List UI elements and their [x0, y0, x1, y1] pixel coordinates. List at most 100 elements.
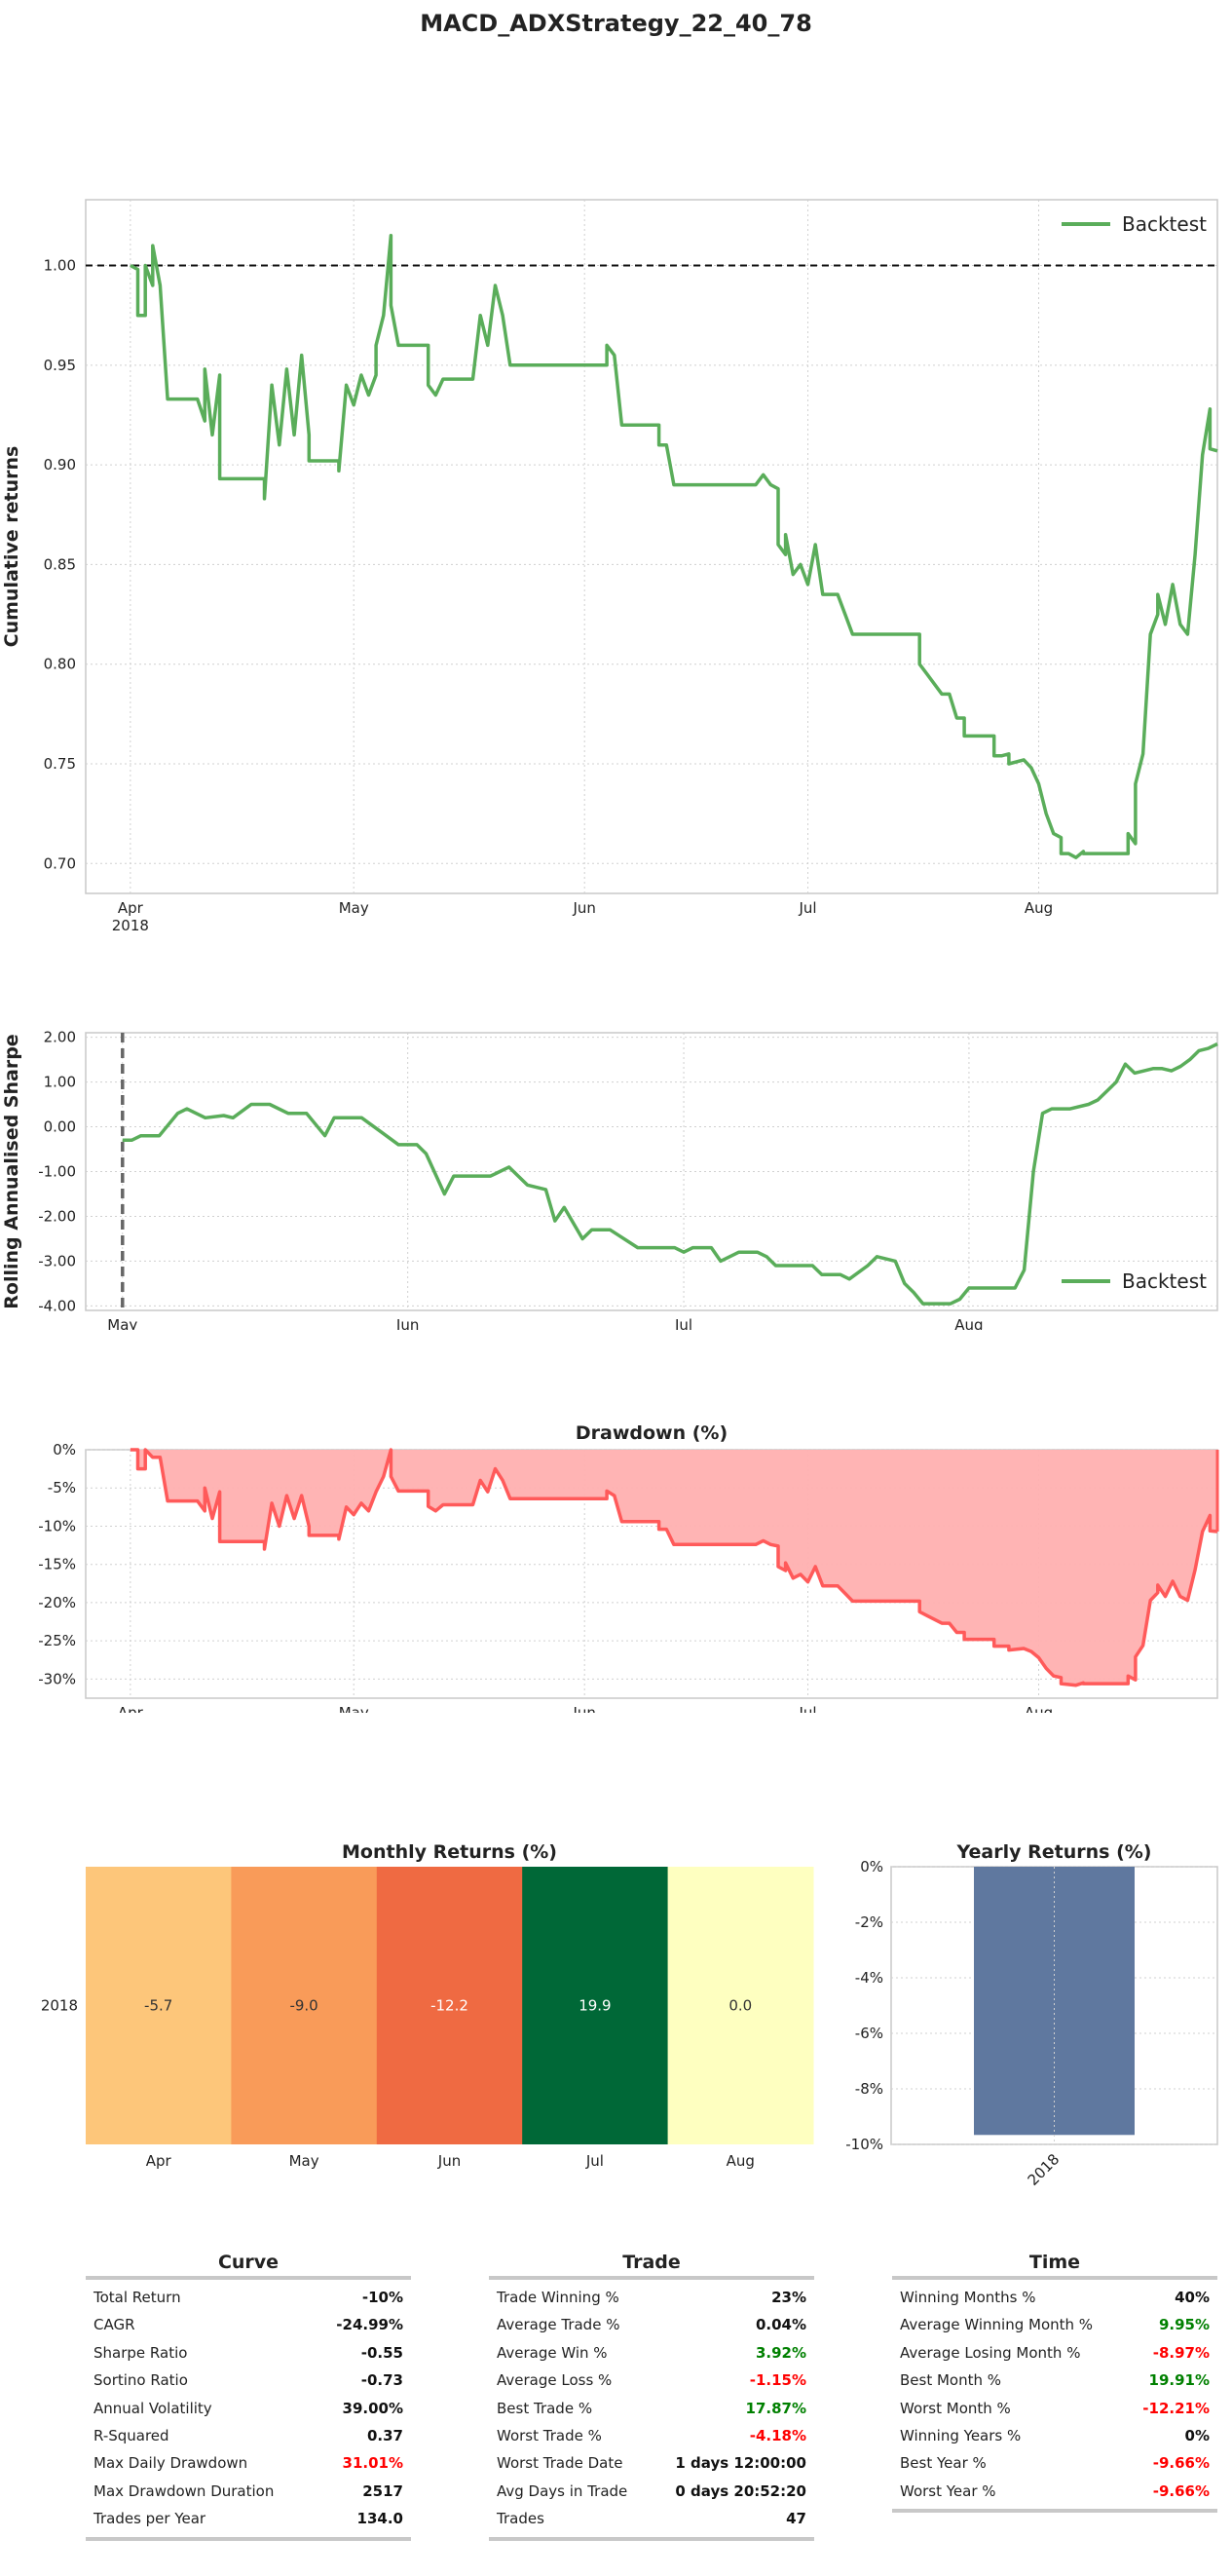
stat-label: Average Loss % — [497, 2371, 613, 2390]
stat-value: 31.01% — [342, 2454, 403, 2473]
stat-value: -12.21% — [1142, 2399, 1210, 2417]
heatmap-column-label: Jul — [585, 2152, 604, 2170]
trade-stats-rows: Trade Winning % 23% Average Trade % 0.04% Av… — [489, 2280, 814, 2537]
heatmap-value-label: -5.7 — [144, 1997, 172, 2015]
curve-stats-table: Curve Total Return -10% CAGR -24.99% Sharpe … — [86, 2249, 411, 2541]
heatmap-column-label: Jun — [437, 2152, 461, 2170]
monthly-returns-heatmap: Monthly Returns (%) -5.7 Apr -9.0 May -12.2 Ju… — [41, 1841, 814, 2170]
stat-row: Best Month % 19.91% — [892, 2367, 1217, 2394]
heatmap-column-label: May — [289, 2152, 319, 2170]
stat-value: 0.37 — [366, 2426, 403, 2444]
stat-row: Average Losing Month % -8.97% — [892, 2339, 1217, 2367]
stat-row: Max Drawdown Duration 2517 — [86, 2478, 411, 2505]
stat-label: R-Squared — [93, 2426, 169, 2444]
y-tick-label: 0% — [860, 1858, 883, 1875]
backtest-series-line — [130, 234, 1218, 859]
stat-value: -10% — [361, 2289, 403, 2306]
sharpe-series-line — [122, 1042, 1218, 1306]
x-tick-label: Apr — [118, 1704, 144, 1713]
stat-row: Best Year % -9.66% — [892, 2449, 1217, 2477]
y-tick-label: -4% — [855, 1969, 883, 1987]
heatmap-cell — [86, 1867, 232, 2144]
x-tick-label: May — [107, 1316, 137, 1330]
stat-value: -9.66% — [1152, 2454, 1210, 2473]
stat-row: Trades per Year 134.0 — [86, 2505, 411, 2532]
y-tick-label: -10% — [38, 1517, 76, 1534]
stat-row: Average Win % 3.92% — [489, 2339, 814, 2367]
time-bottom-rule — [892, 2509, 1217, 2514]
yearly-returns-title: Yearly Returns (%) — [956, 1841, 1152, 1863]
drawdown-title: Drawdown (%) — [576, 1422, 728, 1444]
y-tick-label: -10% — [845, 2136, 883, 2153]
stat-label: Worst Trade Date — [497, 2454, 623, 2473]
x-tick-label: Jul — [798, 1704, 816, 1713]
y-tick-label: 0.70 — [44, 854, 76, 872]
y-tick-label: 1.00 — [44, 1074, 76, 1091]
stat-value: 0.04% — [755, 2316, 806, 2334]
stat-row: Worst Month % -12.21% — [892, 2395, 1217, 2422]
y-tick-label: 1.00 — [44, 257, 76, 275]
stat-row: Best Trade % 17.87% — [489, 2395, 814, 2422]
stat-value: 1 days 12:00:00 — [675, 2454, 806, 2473]
stat-value: -24.99% — [336, 2316, 403, 2334]
heatmap-column-label: Apr — [146, 2152, 172, 2170]
stat-value: 134.0 — [356, 2510, 403, 2528]
stat-value: 39.00% — [342, 2399, 403, 2417]
y-tick-label: 0.00 — [44, 1118, 76, 1136]
y-tick-label: 0% — [53, 1441, 76, 1458]
x-tick-label: Aug — [954, 1316, 983, 1330]
heatmap-value-label: 0.0 — [728, 1997, 752, 2015]
stat-label: Total Return — [93, 2289, 181, 2306]
heatmap-cell — [231, 1867, 378, 2144]
stat-row: Trade Winning % 23% — [489, 2284, 814, 2311]
rolling-sharpe-chart: -4.00-3.00-2.00-1.000.001.002.00May2018J… — [1, 1029, 1218, 1330]
stat-label: Avg Days in Trade — [497, 2481, 628, 2500]
stat-value: 2517 — [362, 2481, 403, 2500]
stat-label: Trades — [497, 2510, 544, 2528]
y-tick-label: -25% — [38, 1632, 76, 1649]
heatmap-cell — [667, 1867, 814, 2144]
legend-label: Backtest — [1122, 1269, 1207, 1293]
stat-label: Average Losing Month % — [900, 2343, 1081, 2362]
stat-label: Winning Months % — [900, 2289, 1036, 2306]
trade-stats-table: Trade Trade Winning % 23% Average Trade % 0… — [489, 2249, 814, 2541]
stat-row: Annual Volatility 39.00% — [86, 2395, 411, 2422]
stat-row: Winning Months % 40% — [892, 2284, 1217, 2311]
stat-row: Max Daily Drawdown 31.01% — [86, 2449, 411, 2477]
stat-row: Winning Years % 0% — [892, 2422, 1217, 2449]
drawdown-chart: 0%-5%-10%-15%-20%-25%-30%Apr2018MayJunJu… — [38, 1422, 1219, 1713]
y-tick-label: 0.85 — [44, 555, 76, 573]
stat-value: 17.87% — [745, 2399, 806, 2417]
heatmap-row-label: 2018 — [41, 1997, 78, 2015]
y-tick-label: -1.00 — [38, 1163, 76, 1181]
heatmap-cell — [522, 1867, 669, 2144]
stat-label: Sortino Ratio — [93, 2371, 188, 2390]
stat-label: Best Year % — [900, 2454, 987, 2473]
y-tick-label: -3.00 — [38, 1252, 76, 1269]
x-tick-label: May — [339, 1704, 369, 1713]
stat-row: Average Loss % -1.15% — [489, 2367, 814, 2394]
plot-frame — [85, 199, 1218, 894]
stat-value: 0 days 20:52:20 — [675, 2481, 806, 2500]
y-tick-label: -2.00 — [38, 1207, 76, 1225]
heatmap-value-label: 19.9 — [579, 1997, 611, 2015]
stat-row: Total Return -10% — [86, 2284, 411, 2311]
stat-row: Trades 47 — [489, 2505, 814, 2532]
trade-top-rule — [489, 2276, 814, 2280]
monthly-returns-title: Monthly Returns (%) — [342, 1841, 557, 1863]
stat-label: Best Trade % — [497, 2399, 593, 2417]
time-stats-table: Time Winning Months % 40% Average Winning … — [892, 2249, 1217, 2514]
y-tick-label: 0.75 — [44, 755, 76, 773]
stat-value: -0.55 — [360, 2343, 403, 2362]
y-tick-label: -2% — [855, 1913, 883, 1931]
x-tick-label: 2018 — [1025, 2150, 1064, 2189]
y-axis-label: Cumulative returns — [1, 446, 22, 648]
x-tick-label: Jun — [572, 899, 595, 917]
stat-label: Worst Year % — [900, 2481, 996, 2500]
y-tick-label: -30% — [38, 1670, 76, 1687]
stat-label: Max Drawdown Duration — [93, 2481, 275, 2500]
curve-top-rule — [86, 2276, 411, 2280]
stat-label: Worst Month % — [900, 2399, 1011, 2417]
stat-value: 19.91% — [1148, 2371, 1210, 2390]
